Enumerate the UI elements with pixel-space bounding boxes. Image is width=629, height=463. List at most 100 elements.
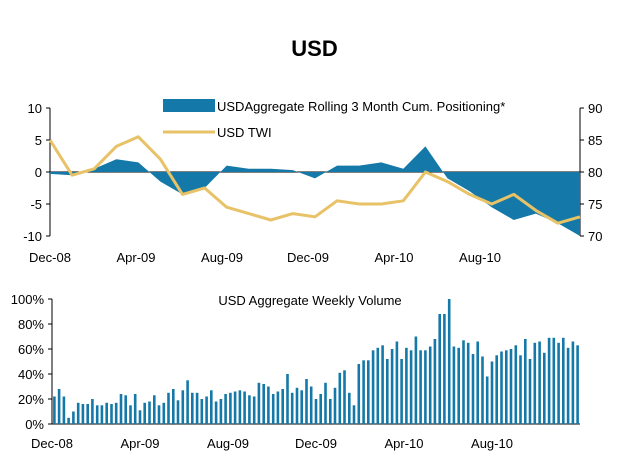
volume-bar	[405, 347, 408, 425]
volume-bar	[86, 404, 89, 424]
volume-bar	[419, 350, 422, 425]
bottom-x-tick-label: Dec-08	[31, 436, 73, 451]
volume-bar	[495, 355, 498, 425]
volume-bar	[162, 402, 166, 425]
top-x-tick-label: Dec-08	[29, 250, 71, 265]
volume-bar	[267, 386, 270, 424]
volume-bar	[452, 346, 456, 424]
volume-bar	[447, 299, 451, 424]
right-y-tick-label: 80	[588, 165, 602, 180]
bottom-y-tick-label: 20%	[18, 392, 44, 407]
volume-bar	[172, 389, 175, 424]
legend-label-twi: USD TWI	[217, 125, 272, 140]
volume-bar	[566, 347, 570, 425]
volume-bar	[329, 399, 332, 424]
volume-bar	[505, 350, 508, 425]
volume-bar	[57, 389, 61, 424]
right-y-tick-label: 70	[588, 229, 602, 244]
volume-bar	[319, 394, 322, 424]
bottom-x-tick-label: Aug-10	[471, 436, 513, 451]
volume-bar	[485, 376, 489, 424]
volume-bar	[357, 364, 361, 424]
volume-bar	[557, 342, 560, 425]
volume-bar	[243, 391, 246, 424]
left-y-tick-label: 10	[28, 101, 42, 116]
volume-bar	[91, 399, 94, 424]
right-y-tick-label: 75	[588, 197, 602, 212]
volume-bar	[524, 339, 527, 424]
volume-bar	[105, 402, 108, 425]
volume-bar	[362, 360, 365, 425]
volume-bar	[533, 342, 537, 425]
bottom-x-tick-label: Dec-09	[295, 436, 337, 451]
volume-bar	[428, 346, 432, 424]
volume-bar	[309, 386, 313, 424]
bottom-y-tick-label: 80%	[18, 317, 44, 332]
volume-bar	[248, 395, 251, 425]
right-y-tick-label: 85	[588, 133, 602, 148]
volume-bar	[95, 405, 99, 425]
volume-bar	[271, 394, 275, 424]
volume-bar	[281, 389, 284, 424]
volume-bar	[205, 396, 208, 424]
volume-bar	[167, 392, 170, 425]
volume-bar	[133, 394, 137, 424]
top-x-tick-label: Aug-10	[459, 250, 501, 265]
top-x-tick-label: Aug-09	[201, 250, 243, 265]
volume-bar	[348, 392, 351, 425]
volume-bar	[433, 339, 437, 424]
volume-bar	[562, 337, 565, 425]
volume-bar	[466, 342, 470, 425]
volume-bar	[129, 405, 132, 425]
volume-bar	[324, 382, 327, 425]
volume-bar	[443, 314, 446, 424]
volume-bar	[62, 396, 66, 424]
legend-swatch-positioning	[163, 99, 215, 112]
bottom-x-tick-label: Apr-10	[384, 436, 423, 451]
top-x-tick-label: Apr-09	[116, 250, 155, 265]
volume-bar	[210, 390, 213, 425]
bottom-y-tick-label: 100%	[11, 292, 45, 307]
volume-bar	[238, 390, 242, 425]
volume-bar	[290, 392, 294, 425]
volume-bar	[200, 399, 204, 424]
volume-bar	[414, 336, 418, 424]
volume-bar	[119, 394, 123, 424]
volume-bar	[490, 361, 494, 424]
top-x-tick-label: Apr-10	[374, 250, 413, 265]
volume-bar	[76, 402, 80, 425]
left-y-tick-label: -5	[30, 197, 42, 212]
volume-bar	[547, 337, 551, 425]
volume-bar	[338, 372, 342, 425]
volume-bar	[476, 341, 479, 424]
volume-bar	[153, 395, 156, 425]
volume-bar	[528, 359, 532, 424]
volume-bar	[519, 355, 522, 425]
volume-bar	[438, 314, 441, 424]
volume-bar	[390, 349, 394, 424]
bottom-chart-title: USD Aggregate Weekly Volume	[218, 293, 401, 308]
volume-bar	[471, 354, 475, 424]
volume-bar	[352, 405, 356, 425]
volume-bar	[143, 402, 146, 425]
volume-bar	[343, 370, 346, 425]
volume-bar	[543, 352, 546, 425]
volume-bar	[386, 359, 389, 424]
volume-bar	[367, 360, 370, 425]
bottom-y-tick-label: 40%	[18, 367, 44, 382]
volume-bar	[424, 350, 427, 425]
bottom-y-tick-label: 0%	[25, 417, 44, 432]
volume-bar	[110, 404, 113, 424]
volume-bar	[148, 401, 151, 424]
volume-bar	[514, 345, 518, 425]
volume-bar	[409, 350, 413, 425]
right-y-tick-label: 90	[588, 101, 602, 116]
volume-bar	[252, 396, 256, 424]
positioning-area	[50, 146, 580, 236]
volume-bar	[257, 382, 261, 425]
volume-bar	[509, 349, 513, 424]
volume-bar	[552, 337, 556, 425]
bottom-x-tick-label: Aug-09	[207, 436, 249, 451]
volume-bar	[395, 341, 399, 424]
volume-bar	[124, 395, 127, 425]
